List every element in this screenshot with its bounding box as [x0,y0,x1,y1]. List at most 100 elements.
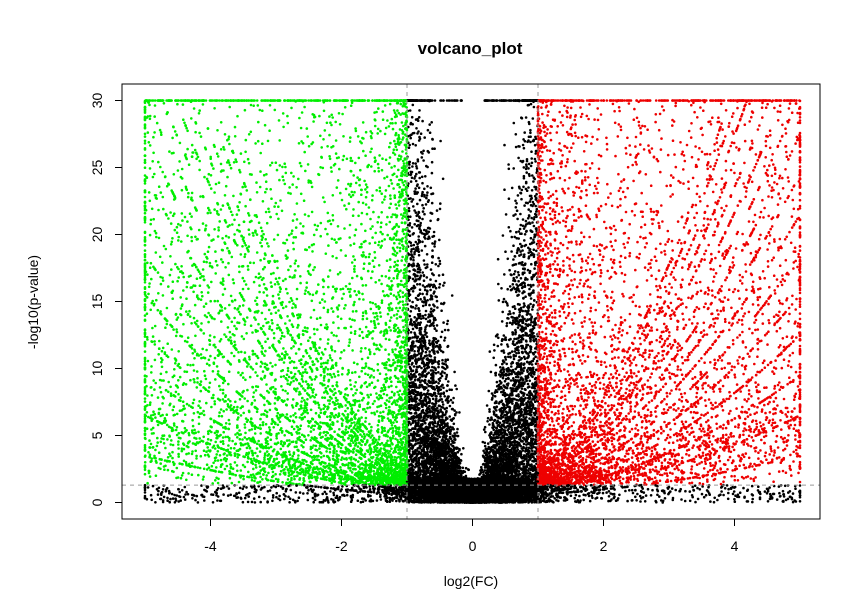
data-point [504,410,508,414]
data-point [430,121,434,124]
data-point [495,401,498,405]
data-point [527,309,530,313]
data-point [425,253,429,256]
data-point [532,218,536,221]
data-point [531,174,534,177]
data-point [408,293,412,297]
data-point [439,202,442,205]
data-point [529,210,532,213]
data-point [503,143,506,147]
data-point [509,312,512,316]
data-point [492,343,496,347]
data-point [517,273,521,277]
data-point [424,175,427,178]
data-point [516,217,519,221]
data-point [500,287,503,290]
data-point [519,242,522,246]
data-point [512,377,515,380]
data-point [437,365,440,369]
data-point [421,119,424,123]
data-point [510,186,514,190]
data-point [512,244,515,247]
data-point [526,433,529,436]
data-point [429,268,433,271]
data-point [492,356,496,360]
data-point [531,221,534,224]
data-point [514,199,517,203]
data-point [514,145,518,149]
data-point [511,342,515,345]
data-point [431,249,434,252]
data-point [494,363,498,367]
data-point [440,330,444,334]
data-point [411,165,414,168]
data-point [412,287,416,290]
data-point [432,292,436,295]
data-point [413,192,417,195]
data-point [408,143,412,147]
data-point [522,254,526,258]
data-point [502,351,506,354]
data-point [409,170,413,174]
data-point [442,392,446,396]
data-point [460,452,463,456]
data-point [504,336,507,339]
data-point [516,326,520,329]
data-point [414,403,418,406]
data-point [428,339,431,343]
data-point [409,136,413,140]
data-point [424,203,428,206]
data-point [534,263,537,267]
data-point [524,346,528,349]
data-point [534,204,537,208]
data-point [532,291,535,294]
data-point [423,244,427,248]
data-point [511,264,515,267]
data-point [512,167,515,170]
data-point [413,372,416,376]
data-point [515,346,519,349]
data-point [528,287,531,291]
data-point [424,313,427,317]
data-point [441,177,445,181]
data-point [482,428,486,431]
data-point [513,307,517,311]
data-point [450,294,454,297]
data-point [453,370,456,374]
data-point [530,157,533,160]
data-point [501,300,505,304]
data-point [533,216,536,219]
data-point [529,164,533,168]
data-point [529,140,532,144]
data-point [518,313,521,317]
data-point [496,344,500,348]
data-point [424,431,427,434]
data-point [441,383,444,387]
data-point [510,235,514,239]
data-point [440,398,444,401]
data-point [512,258,515,261]
data-point [528,122,531,126]
data-point [513,235,516,239]
chart-title: volcano_plot [418,39,523,58]
data-point [535,210,538,213]
data-point [441,411,444,414]
data-point [529,236,533,240]
data-point [533,143,537,147]
data-point [535,359,539,363]
data-point [426,389,430,392]
data-point [441,400,444,404]
data-point [408,270,411,273]
data-point [528,200,532,203]
data-point [421,304,425,308]
data-point [507,167,511,171]
data-point [523,357,527,361]
data-point [527,135,531,139]
data-point [491,394,495,397]
data-point [532,390,536,393]
data-point [425,230,428,233]
data-point [508,444,512,447]
data-point [431,397,435,401]
data-point [522,297,525,300]
data-point [432,303,435,307]
